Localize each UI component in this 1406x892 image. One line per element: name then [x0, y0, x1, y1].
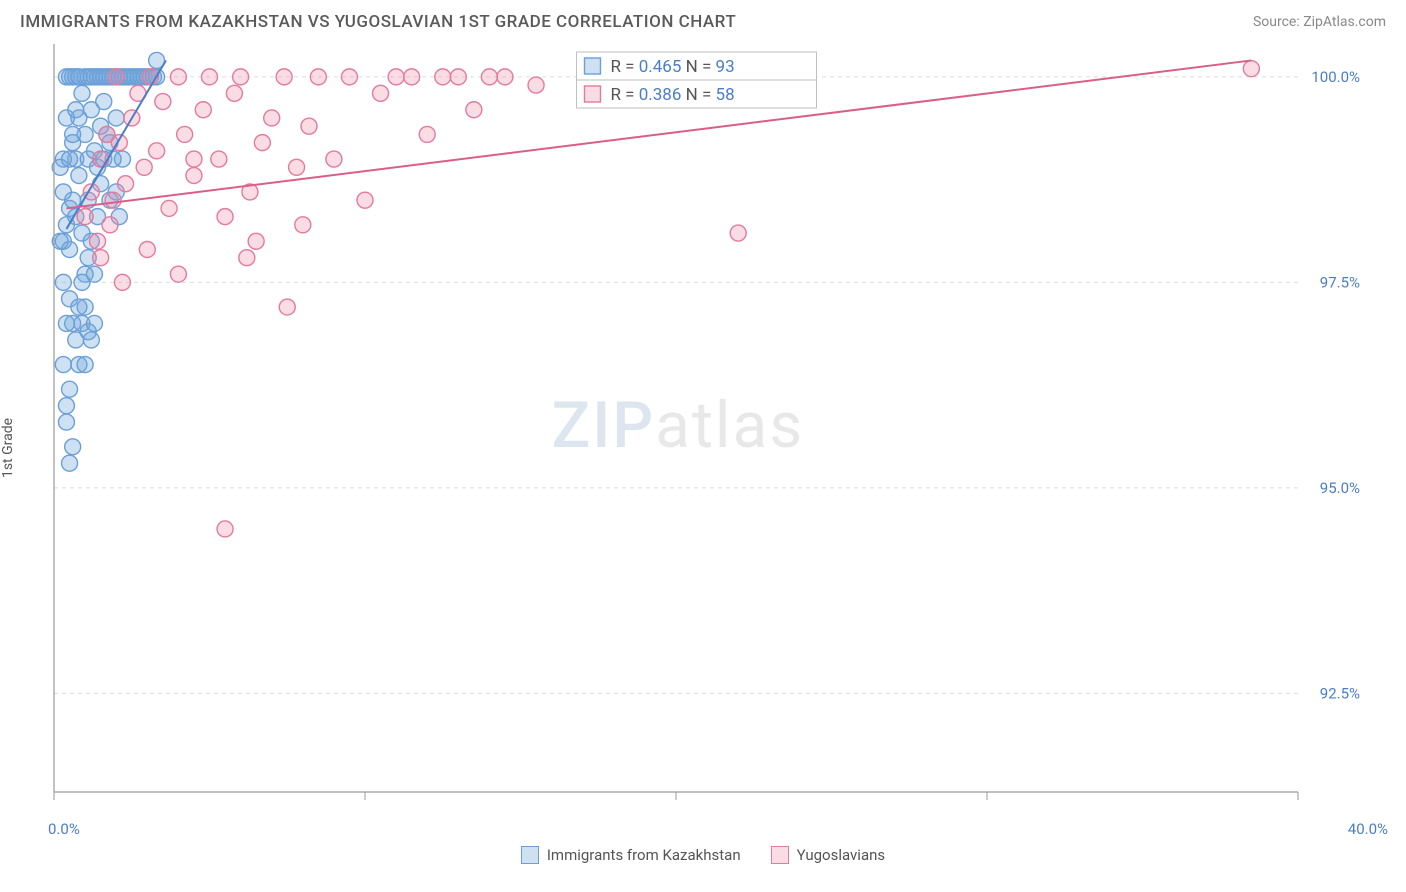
point	[139, 241, 155, 257]
point	[326, 151, 342, 167]
point	[71, 299, 87, 315]
legend-swatch	[521, 846, 539, 864]
point	[55, 274, 71, 290]
point	[481, 69, 497, 85]
point	[233, 69, 249, 85]
y-tick-label: 97.5%	[1320, 273, 1360, 291]
point	[108, 110, 124, 126]
point	[52, 233, 68, 249]
point	[93, 151, 109, 167]
point	[226, 85, 242, 101]
point	[186, 168, 202, 184]
point	[71, 168, 87, 184]
point	[86, 315, 102, 331]
chart-title: IMMIGRANTS FROM KAZAKHSTAN VS YUGOSLAVIA…	[20, 12, 736, 32]
point	[730, 225, 746, 241]
point	[217, 521, 233, 537]
point	[497, 69, 513, 85]
stat-swatch	[584, 58, 600, 74]
point	[373, 85, 389, 101]
point	[155, 94, 171, 110]
y-tick-label: 95.0%	[1320, 479, 1360, 497]
point	[528, 77, 544, 93]
point	[93, 250, 109, 266]
point	[419, 126, 435, 142]
point	[276, 69, 292, 85]
stat-text: R = 0.465 N = 93	[610, 57, 734, 77]
legend-label: Immigrants from Kazakhstan	[547, 846, 741, 864]
point	[388, 69, 404, 85]
legend-swatch	[771, 846, 789, 864]
point	[71, 69, 87, 85]
y-tick-label: 100.0%	[1311, 68, 1360, 86]
point	[86, 266, 102, 282]
point	[149, 143, 165, 159]
point	[170, 69, 186, 85]
point	[65, 439, 81, 455]
point	[301, 118, 317, 134]
point	[289, 159, 305, 175]
point	[77, 357, 93, 373]
series-yugoslavians	[77, 61, 1259, 537]
point	[186, 151, 202, 167]
chart-area: 92.5% 95.0% 97.5% 100.0% R = 0.465 N = 93 R =…	[48, 40, 1386, 814]
source-label: Source: ZipAtlas.com	[1253, 14, 1386, 30]
point	[211, 151, 227, 167]
point	[1243, 61, 1259, 77]
point	[295, 217, 311, 233]
point	[248, 233, 264, 249]
point	[435, 69, 451, 85]
point	[279, 299, 295, 315]
y-tick-label: 92.5%	[1320, 684, 1360, 702]
point	[177, 126, 193, 142]
point	[62, 381, 78, 397]
x-max-label: 40.0%	[1348, 820, 1388, 838]
point	[58, 414, 74, 430]
header: IMMIGRANTS FROM KAZAKHSTAN VS YUGOSLAVIA…	[0, 0, 1406, 40]
point	[55, 357, 71, 373]
point	[357, 192, 373, 208]
point	[108, 69, 124, 85]
legend-item-kazakhstan: Immigrants from Kazakhstan	[521, 846, 741, 864]
point	[310, 69, 326, 85]
point	[161, 200, 177, 216]
x-min-label: 0.0%	[48, 820, 80, 838]
point	[118, 176, 134, 192]
y-axis-label: 1st Grade	[0, 418, 16, 478]
legend-bottom: Immigrants from Kazakhstan Yugoslavians	[0, 846, 1406, 864]
point	[170, 266, 186, 282]
point	[68, 102, 84, 118]
point	[450, 69, 466, 85]
point	[195, 102, 211, 118]
point	[90, 233, 106, 249]
point	[254, 135, 270, 151]
stat-swatch	[584, 86, 600, 102]
x-axis-labels: 0.0% 40.0%	[48, 820, 1388, 838]
series-kazakhstan	[52, 52, 164, 471]
point	[105, 192, 121, 208]
point	[136, 159, 152, 175]
point	[202, 69, 218, 85]
point	[62, 455, 78, 471]
legend-item-yugoslavians: Yugoslavians	[771, 846, 886, 864]
point	[341, 69, 357, 85]
point	[264, 110, 280, 126]
legend-label: Yugoslavians	[797, 846, 886, 864]
point	[404, 69, 420, 85]
point	[114, 274, 130, 290]
point	[55, 184, 71, 200]
point	[58, 398, 74, 414]
point	[58, 315, 74, 331]
point	[466, 102, 482, 118]
point	[77, 209, 93, 225]
point	[96, 94, 112, 110]
point	[217, 209, 233, 225]
stat-text: R = 0.386 N = 58	[610, 85, 734, 105]
point	[65, 126, 81, 142]
scatter-chart: 92.5% 95.0% 97.5% 100.0% R = 0.465 N = 93 R =…	[48, 40, 1378, 810]
point	[102, 217, 118, 233]
point	[62, 151, 78, 167]
point	[239, 250, 255, 266]
point	[74, 85, 90, 101]
